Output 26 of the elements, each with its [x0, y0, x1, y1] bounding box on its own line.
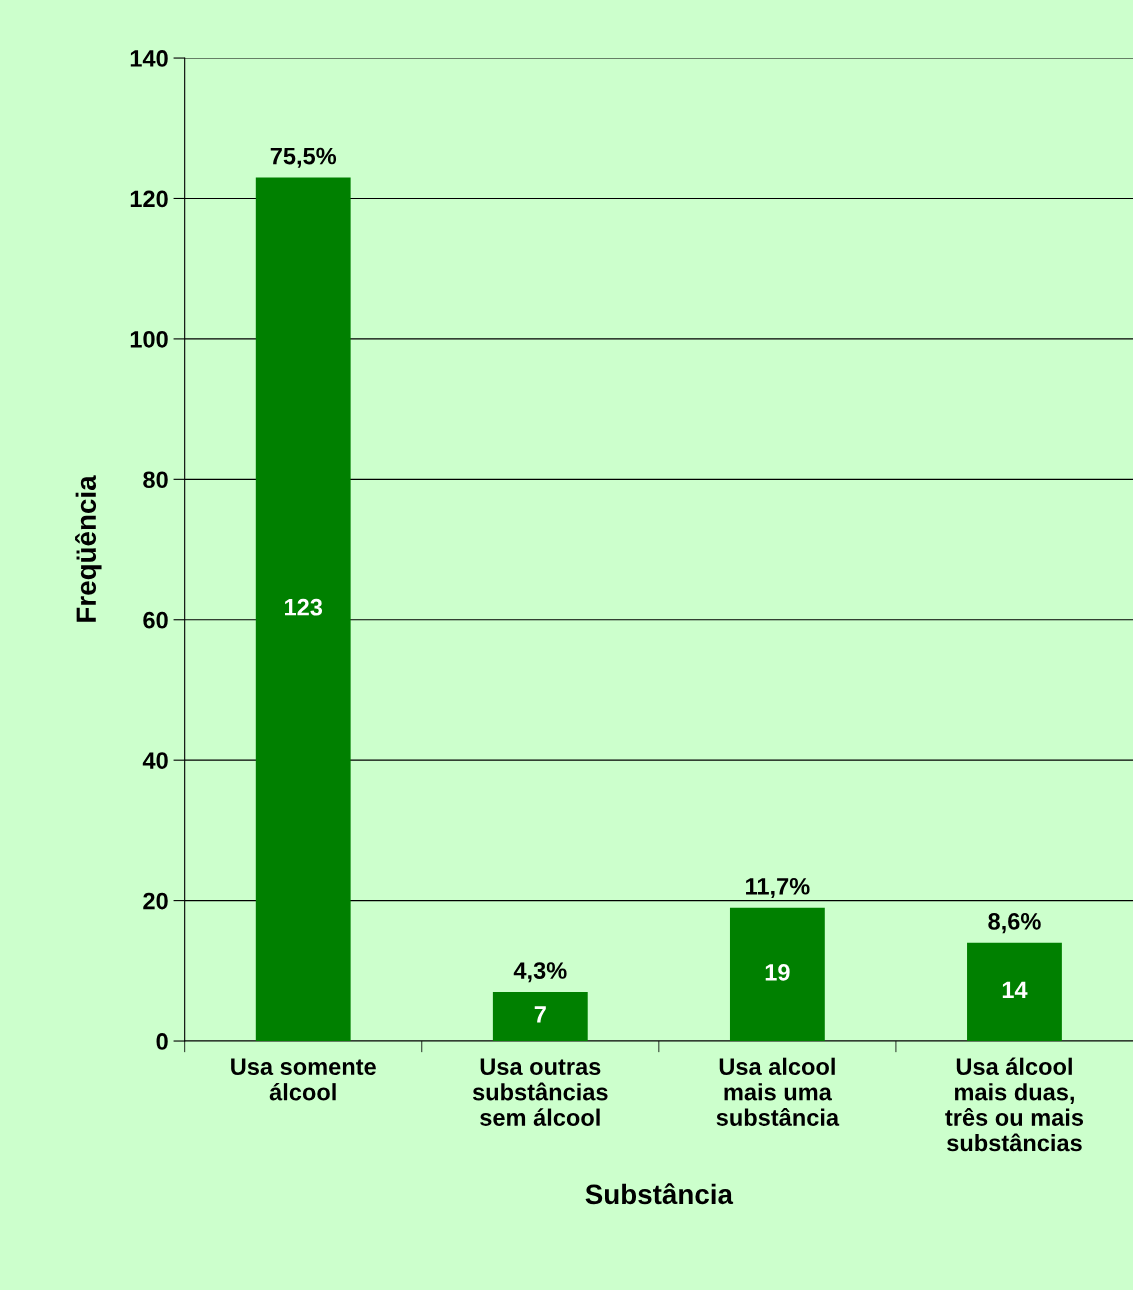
bar	[967, 942, 1062, 1042]
annotation: 11,7%	[746, 877, 810, 899]
x-axis-title: Substância	[585, 1183, 734, 1205]
x-tick-label: Usa outras substâncias sem álcool	[472, 1058, 608, 1126]
y-tick-label: 20	[143, 892, 168, 910]
x-tick-label: Usa álcool mais duas, três ou mais substâncias	[945, 1057, 1084, 1152]
data-label: 123	[285, 598, 323, 616]
y-tick-label: 100	[130, 330, 168, 348]
x-tick-label: Usa somente álcool	[231, 1058, 376, 1101]
y-tick-label: 0	[156, 1033, 168, 1050]
annotation: 75,5%	[270, 147, 337, 168]
y-tick-label: 80	[143, 471, 168, 489]
y-tick-label: 140	[130, 50, 168, 67]
bar	[729, 907, 825, 1042]
y-tick-label: 40	[142, 752, 168, 769]
annotation: 4,3%	[513, 962, 567, 983]
y-tick-label: 120	[130, 190, 168, 208]
data-label: 19	[765, 963, 790, 981]
data-label: 14	[1002, 981, 1028, 998]
bar	[255, 177, 351, 1042]
x-tick-label: Usa alcool mais uma substância	[716, 1057, 840, 1126]
data-label: 7	[534, 1006, 546, 1023]
y-tick-label: 60	[143, 611, 168, 629]
y-axis-title: Freqüência	[75, 475, 102, 622]
annotation: 8,6%	[988, 913, 1041, 934]
bar	[492, 991, 588, 1042]
